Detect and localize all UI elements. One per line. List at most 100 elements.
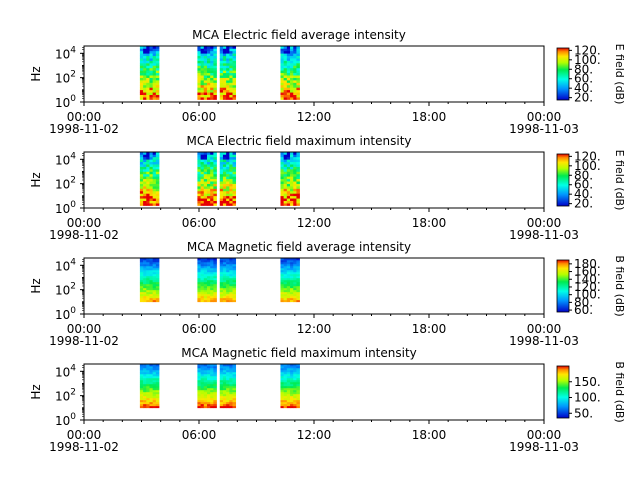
spectrogram-cell (200, 67, 205, 71)
spectrogram-cell (290, 271, 294, 275)
spectrogram-cell (139, 369, 144, 373)
panel-2: MCA Electric field maximum intensity00:0… (29, 134, 626, 242)
spectrogram-cell (286, 289, 291, 293)
spectrogram-cell (197, 295, 201, 299)
spectrogram-cell (213, 371, 217, 375)
spectrogram-cell (232, 365, 237, 369)
spectrogram-cell (290, 383, 294, 387)
spectrogram-cell (226, 92, 230, 95)
x-date-start: 1998-11-02 (49, 440, 119, 454)
spectrogram-cell (293, 259, 297, 263)
spectrogram-cell (152, 383, 157, 387)
spectrogram-cell (149, 92, 153, 95)
spectrogram-cell (293, 375, 297, 379)
spectrogram-cell (290, 377, 294, 381)
spectrogram-cell (203, 164, 208, 167)
spectrogram-cell (149, 200, 153, 204)
spectrogram-cell (232, 271, 237, 275)
spectrogram-cell (290, 371, 294, 375)
spectrogram-cell (146, 299, 150, 303)
spectrogram-cell (210, 283, 214, 287)
spectrogram-cell (213, 367, 217, 371)
spectrogram-cell (229, 67, 233, 71)
spectrogram-cell (200, 53, 205, 57)
spectrogram-cell (139, 289, 144, 293)
spectrogram-cell (280, 275, 284, 279)
spectrogram-cell (143, 186, 147, 189)
spectrogram-cell (213, 65, 217, 69)
spectrogram-cell (219, 385, 224, 389)
spectrogram-cell (280, 365, 284, 369)
spectrogram-cell (200, 183, 205, 187)
spectrogram-cell (197, 297, 201, 301)
spectrogram-cell (286, 258, 291, 261)
spectrogram-cell (155, 188, 160, 192)
spectrogram-cell (286, 291, 291, 295)
spectrogram-cell (143, 365, 147, 369)
spectrogram-cell (222, 365, 227, 369)
spectrogram-cell (139, 263, 144, 267)
spectrogram-cell (283, 190, 288, 194)
spectrogram-cell (210, 293, 214, 297)
spectrogram-cell (229, 72, 233, 76)
spectrogram-cell (213, 195, 217, 199)
spectrogram-cell (210, 279, 214, 283)
spectrogram-cell (203, 178, 208, 182)
spectrogram-cell (286, 287, 291, 291)
y-tick-label: 100 (55, 412, 76, 428)
spectrogram-cell (155, 395, 160, 399)
spectrogram-cell (149, 87, 153, 91)
spectrogram-cell (213, 297, 217, 301)
spectrogram-cell (283, 164, 288, 167)
spectrogram-cell (206, 387, 211, 391)
spectrogram-cell (149, 389, 153, 393)
spectrogram-cell (149, 271, 153, 275)
spectrogram-cell (213, 383, 217, 387)
x-tick-label: 00:00 (67, 428, 102, 442)
spectrogram-cell (293, 53, 297, 57)
spectrogram-cell (290, 181, 294, 184)
spectrogram-cell (280, 161, 284, 165)
spectrogram-cell (146, 77, 150, 81)
spectrogram-cell (296, 80, 300, 83)
spectrogram-cell (219, 156, 224, 160)
spectrogram-cell (229, 295, 233, 299)
spectrogram-cell (232, 273, 237, 277)
spectrogram-cell (222, 287, 227, 291)
spectrogram-cell (149, 267, 153, 271)
spectrogram-cell (290, 190, 294, 194)
spectrogram-cell (229, 287, 233, 291)
spectrogram-cell (296, 48, 300, 52)
spectrogram-cell (146, 87, 150, 91)
spectrogram-cell (146, 389, 150, 393)
spectrogram-cell (213, 53, 217, 57)
spectrogram-cell (226, 364, 230, 367)
spectrogram-cell (149, 80, 153, 83)
spectrogram-cell (197, 275, 201, 279)
spectrogram-cell (143, 273, 147, 277)
spectrogram-cell (152, 92, 157, 95)
y-tick-label: 102 (55, 388, 76, 404)
spectrogram-cell (280, 50, 284, 54)
spectrogram-cell (293, 159, 297, 163)
spectrogram-cell (149, 297, 153, 301)
spectrogram-cell (143, 271, 147, 275)
spectrogram-cell (155, 195, 160, 199)
spectrogram-cell (286, 67, 291, 71)
spectrogram-cell (143, 371, 147, 375)
spectrogram-cell (139, 198, 144, 201)
spectrogram-cell (296, 375, 300, 379)
spectrogram-cell (219, 161, 224, 165)
spectrogram-cell (197, 176, 201, 180)
spectrogram-cell (286, 383, 291, 387)
spectrogram-cell (280, 403, 284, 407)
spectrogram-cell (219, 371, 224, 375)
spectrogram-cell (280, 186, 284, 189)
spectrogram-cell (286, 399, 291, 403)
spectrogram-cell (139, 161, 144, 165)
spectrogram-cell (229, 178, 233, 182)
spectrogram-cell (232, 377, 237, 381)
spectrogram-cell (139, 383, 144, 387)
spectrogram-cell (149, 183, 153, 187)
spectrogram-cell (229, 65, 233, 69)
